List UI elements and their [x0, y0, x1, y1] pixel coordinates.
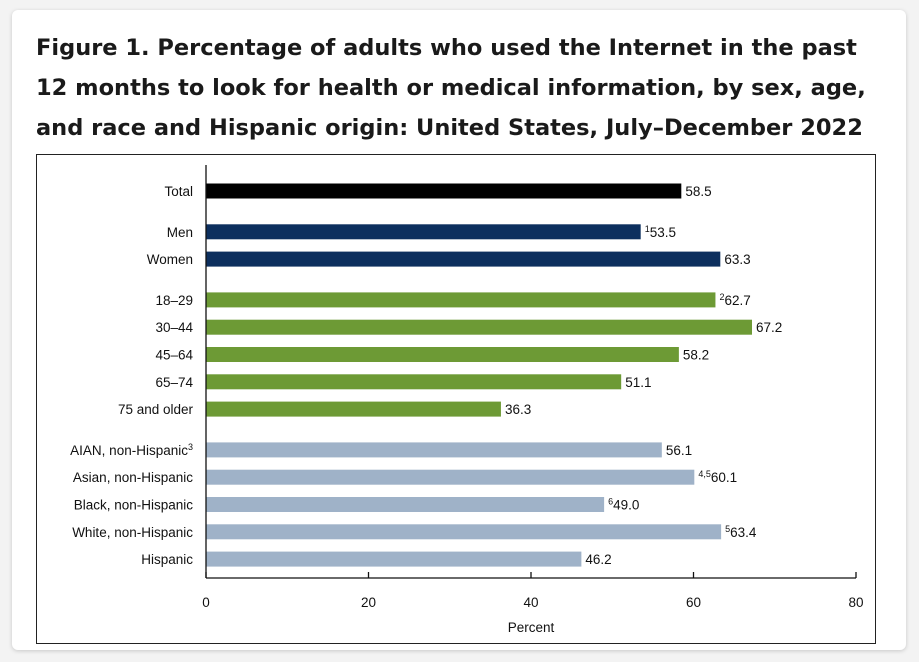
value-label: 563.4 — [725, 524, 757, 540]
value-label: 67.2 — [756, 320, 782, 335]
category-label: Asian, non-Hispanic — [73, 470, 193, 485]
value-label: 46.2 — [585, 552, 611, 567]
value-label: 153.5 — [645, 224, 676, 240]
value-label: 51.1 — [625, 375, 651, 390]
category-label: Total — [164, 184, 193, 199]
value-label: 262.7 — [719, 292, 750, 308]
category-label: 45–64 — [155, 348, 193, 363]
bar-chart: Total 58.5 Men 153.5 Women 63.3 18–29 262.7 30–4… — [70, 165, 864, 635]
bar-age-4 — [206, 401, 501, 417]
category-label: Black, non-Hispanic — [74, 498, 194, 513]
x-tick-label: 60 — [686, 595, 701, 610]
value-label: 58.5 — [685, 184, 711, 199]
figure-title: Figure 1. Percentage of adults who used … — [36, 35, 866, 141]
chart-frame: Total 58.5 Men 153.5 Women 63.3 18–29 262.7 30–4… — [36, 154, 876, 644]
bar-age-2 — [206, 347, 679, 362]
value-label: 56.1 — [666, 443, 692, 458]
category-label: 65–74 — [155, 375, 193, 390]
bar-age-0 — [206, 292, 716, 308]
category-label: AIAN, non-Hispanic3 — [70, 442, 193, 458]
value-label: 649.0 — [608, 497, 639, 513]
bar-race-1 — [206, 469, 695, 485]
category-label: White, non-Hispanic — [72, 525, 193, 540]
category-label: Hispanic — [141, 552, 193, 567]
category-label: 30–44 — [155, 320, 193, 335]
bar-race-4 — [206, 551, 582, 567]
category-label: Men — [167, 225, 193, 240]
bar-age-3 — [206, 374, 622, 390]
x-axis-label: Percent — [508, 620, 555, 635]
bar-sex-1 — [206, 251, 721, 267]
category-label: 75 and older — [118, 402, 194, 417]
bar-race-0 — [206, 442, 662, 458]
x-tick-label: 20 — [361, 595, 376, 610]
bar-sex-0 — [206, 224, 641, 240]
x-tick-label: 40 — [523, 595, 538, 610]
value-label: 58.2 — [683, 348, 709, 363]
value-label: 63.3 — [724, 252, 750, 267]
bar-age-1 — [206, 319, 752, 335]
value-label: 4,560.1 — [698, 469, 737, 485]
x-tick-label: 80 — [848, 595, 863, 610]
value-label: 36.3 — [505, 402, 531, 417]
bar-race-3 — [206, 524, 722, 540]
category-label: Women — [147, 252, 193, 267]
bar-total-0 — [206, 183, 682, 199]
category-label: 18–29 — [155, 293, 193, 308]
bar-race-2 — [206, 497, 605, 512]
x-tick-label: 0 — [202, 595, 210, 610]
